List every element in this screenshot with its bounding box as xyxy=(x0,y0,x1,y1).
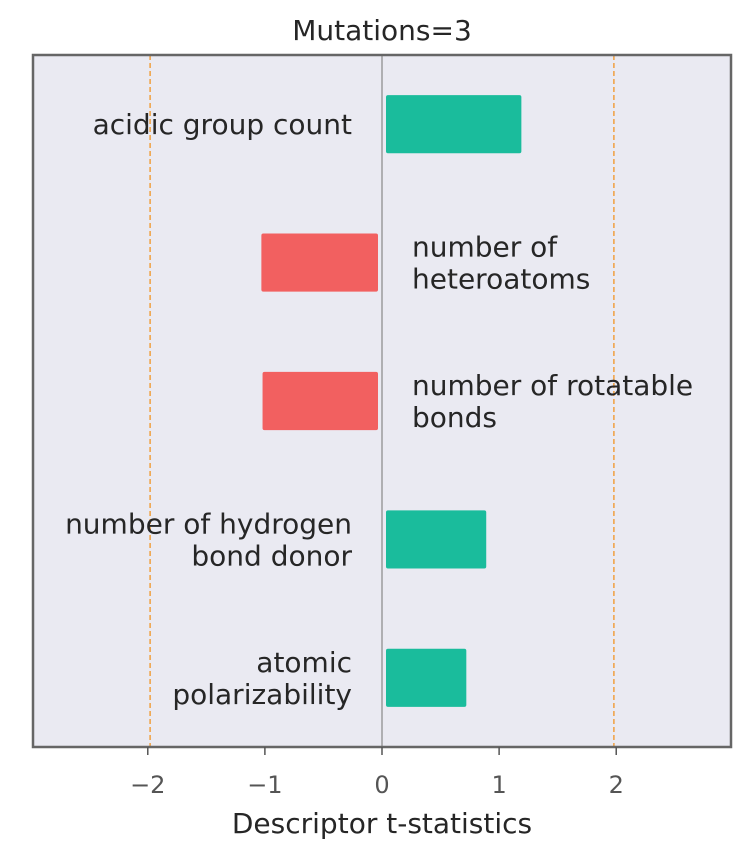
bar-label-1-line-1: heteroatoms xyxy=(412,263,590,296)
bar-0 xyxy=(386,95,522,154)
bar-label-3: number of hydrogen bond donor xyxy=(65,507,352,572)
x-tick-label-2: 0 xyxy=(374,771,389,799)
bar-label-0: acidic group count xyxy=(93,108,352,141)
bar-label-4-line-1: polarizability xyxy=(172,678,352,711)
bar-label-3-line-1: bond donor xyxy=(191,539,352,572)
bar-label-3-line-0: number of hydrogen xyxy=(65,507,352,540)
x-tick-label-0: −2 xyxy=(130,771,165,799)
x-axis-label: Descriptor t-statistics xyxy=(232,807,532,840)
bar-label-0-line-0: acidic group count xyxy=(93,108,352,141)
x-ticks: −2 −1 0 1 2 xyxy=(130,747,624,799)
bar-2 xyxy=(262,371,378,431)
chart-title: Mutations=3 xyxy=(292,14,472,47)
bar-label-2-line-1: bonds xyxy=(412,401,497,434)
bar-label-4: atomic polarizability xyxy=(172,646,352,711)
bar-3 xyxy=(386,510,487,569)
bar-1 xyxy=(261,233,378,292)
bar-label-4-line-0: atomic xyxy=(256,646,352,679)
bar-label-2-line-0: number of rotatable xyxy=(412,369,693,402)
x-tick-label-3: 1 xyxy=(491,771,506,799)
bar-label-1: number of heteroatoms xyxy=(412,231,590,296)
x-tick-label-1: −1 xyxy=(247,771,282,799)
bars xyxy=(261,95,522,707)
bar-label-1-line-0: number of xyxy=(412,231,558,264)
bar-4 xyxy=(386,648,467,707)
x-tick-label-4: 2 xyxy=(609,771,624,799)
reference-lines xyxy=(149,55,615,747)
bar-label-2: number of rotatable bonds xyxy=(412,369,693,434)
